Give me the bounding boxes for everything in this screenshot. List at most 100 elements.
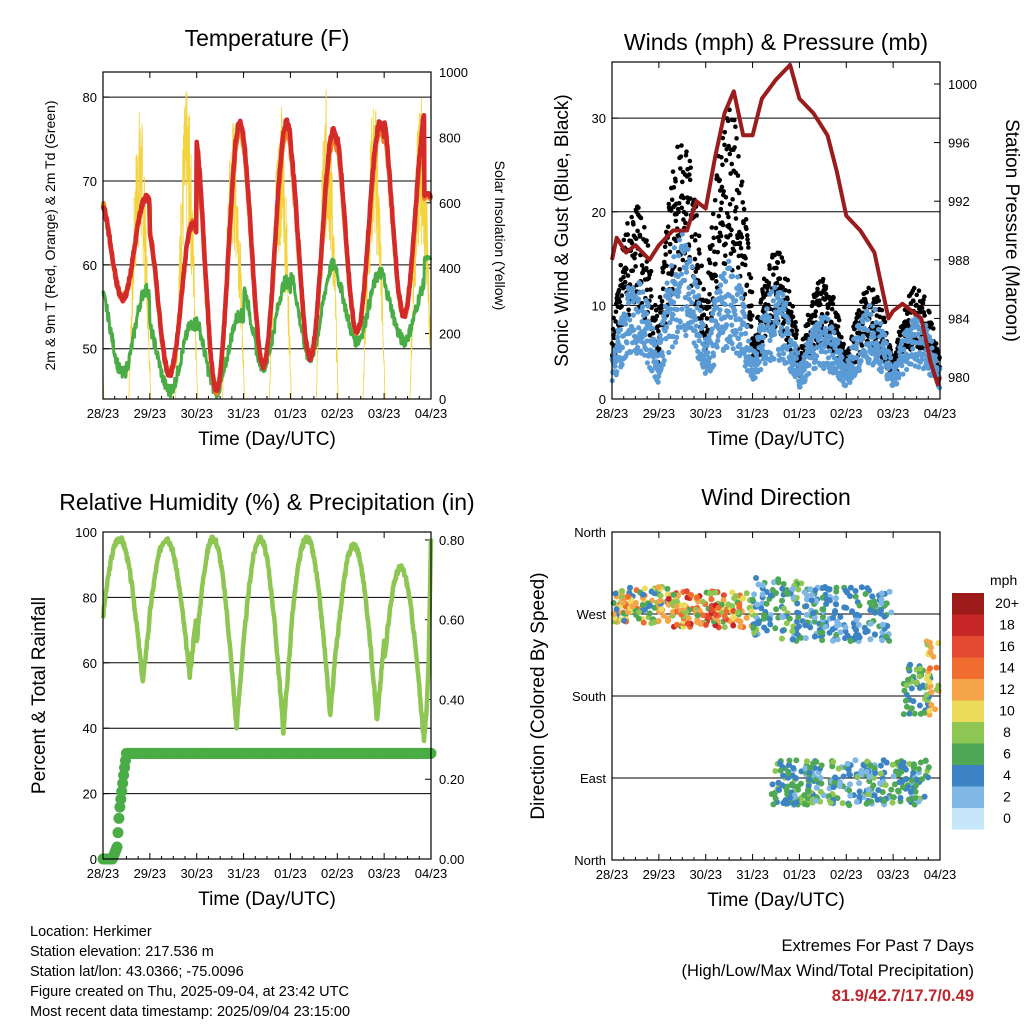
x-tick-label: 01/23 bbox=[274, 406, 307, 421]
wind-point bbox=[765, 323, 771, 329]
direction-point bbox=[712, 589, 719, 596]
x-tick-label: 04/23 bbox=[415, 406, 448, 421]
direction-point bbox=[875, 787, 882, 794]
direction-point bbox=[926, 679, 933, 686]
direction-point bbox=[789, 628, 796, 635]
y-tick-label: 70 bbox=[83, 174, 97, 189]
gust-point bbox=[622, 270, 628, 275]
direction-point bbox=[781, 605, 788, 612]
gust-point bbox=[726, 143, 731, 149]
wind-point bbox=[722, 278, 729, 284]
direction-point bbox=[767, 592, 774, 599]
direction-point bbox=[866, 773, 873, 780]
wind-point bbox=[669, 263, 675, 269]
wind-point bbox=[695, 293, 702, 299]
direction-point bbox=[818, 762, 825, 769]
wind-point bbox=[746, 338, 752, 344]
x-tick-label: 31/23 bbox=[227, 866, 260, 881]
wind-point bbox=[780, 351, 787, 357]
gust-point bbox=[774, 280, 780, 286]
wind-point bbox=[715, 337, 721, 344]
wind-point bbox=[710, 353, 717, 359]
series-wind-direction bbox=[610, 574, 942, 809]
wind-point bbox=[696, 338, 702, 344]
wind-point bbox=[726, 258, 732, 264]
wind-point bbox=[794, 350, 801, 356]
direction-point bbox=[811, 633, 818, 640]
gust-point bbox=[749, 289, 755, 295]
direction-point bbox=[766, 616, 773, 623]
wind-point bbox=[817, 322, 823, 329]
direction-point bbox=[912, 795, 919, 802]
wind-point bbox=[797, 384, 803, 390]
direction-point bbox=[673, 598, 680, 605]
wind-point bbox=[683, 242, 689, 248]
direction-point bbox=[651, 604, 658, 611]
direction-point bbox=[877, 780, 884, 787]
colorbar-swatch bbox=[952, 786, 984, 808]
direction-point bbox=[852, 588, 859, 595]
gust-point bbox=[694, 213, 699, 218]
y-right-tick-label: 996 bbox=[948, 136, 970, 151]
gust-point bbox=[881, 315, 887, 321]
direction-point bbox=[863, 800, 870, 807]
direction-point bbox=[621, 617, 628, 624]
direction-point bbox=[818, 780, 825, 787]
wind-point bbox=[929, 338, 935, 344]
x-tick-label: 29/23 bbox=[643, 867, 676, 882]
x-tick-label: 03/23 bbox=[877, 867, 910, 882]
gust-point bbox=[730, 197, 735, 202]
direction-point bbox=[906, 760, 913, 767]
rainfall-point bbox=[115, 793, 127, 805]
gust-point bbox=[710, 211, 716, 217]
gust-point bbox=[746, 245, 751, 250]
gust-point bbox=[696, 233, 702, 239]
direction-point bbox=[890, 794, 897, 801]
direction-point bbox=[802, 622, 809, 629]
wind-point bbox=[789, 352, 796, 358]
wind-point bbox=[735, 274, 741, 280]
direction-point bbox=[866, 778, 873, 785]
y-right-tick-label: 800 bbox=[439, 130, 461, 145]
direction-point bbox=[868, 798, 875, 805]
direction-point bbox=[827, 799, 834, 806]
wind-point bbox=[817, 334, 823, 340]
wind-point bbox=[737, 326, 743, 332]
gust-point bbox=[719, 200, 724, 206]
gust-point bbox=[922, 294, 927, 300]
rainfall-point bbox=[117, 777, 129, 789]
gust-point bbox=[790, 314, 796, 320]
gust-point bbox=[688, 196, 693, 201]
direction-point bbox=[795, 586, 802, 593]
gust-point bbox=[725, 118, 731, 124]
direction-point bbox=[864, 758, 871, 765]
gust-point bbox=[728, 171, 733, 176]
direction-point bbox=[811, 618, 818, 625]
wind-point bbox=[933, 358, 939, 364]
gust-point bbox=[820, 276, 826, 282]
direction-point bbox=[908, 685, 915, 692]
gust-point bbox=[680, 257, 686, 263]
gust-point bbox=[643, 265, 649, 271]
wind-point bbox=[766, 314, 773, 320]
wind-point bbox=[644, 360, 651, 366]
wind-point bbox=[894, 381, 900, 387]
gust-point bbox=[875, 294, 880, 300]
direction-point bbox=[803, 611, 810, 618]
gust-point bbox=[741, 206, 747, 212]
gust-point bbox=[919, 305, 925, 311]
chart-title: Temperature (F) bbox=[185, 25, 350, 51]
x-tick-label: 29/23 bbox=[134, 866, 167, 881]
wind-point bbox=[612, 363, 618, 369]
direction-point bbox=[635, 615, 642, 622]
gust-point bbox=[716, 213, 722, 219]
gust-point bbox=[697, 280, 703, 286]
direction-point bbox=[688, 592, 695, 599]
wind-point bbox=[714, 322, 721, 328]
x-tick-label: 31/23 bbox=[736, 867, 769, 882]
plot-frame bbox=[102, 71, 432, 400]
gust-point bbox=[775, 260, 781, 266]
gust-point bbox=[631, 222, 636, 227]
direction-point bbox=[889, 799, 896, 806]
wind-point bbox=[783, 300, 789, 306]
